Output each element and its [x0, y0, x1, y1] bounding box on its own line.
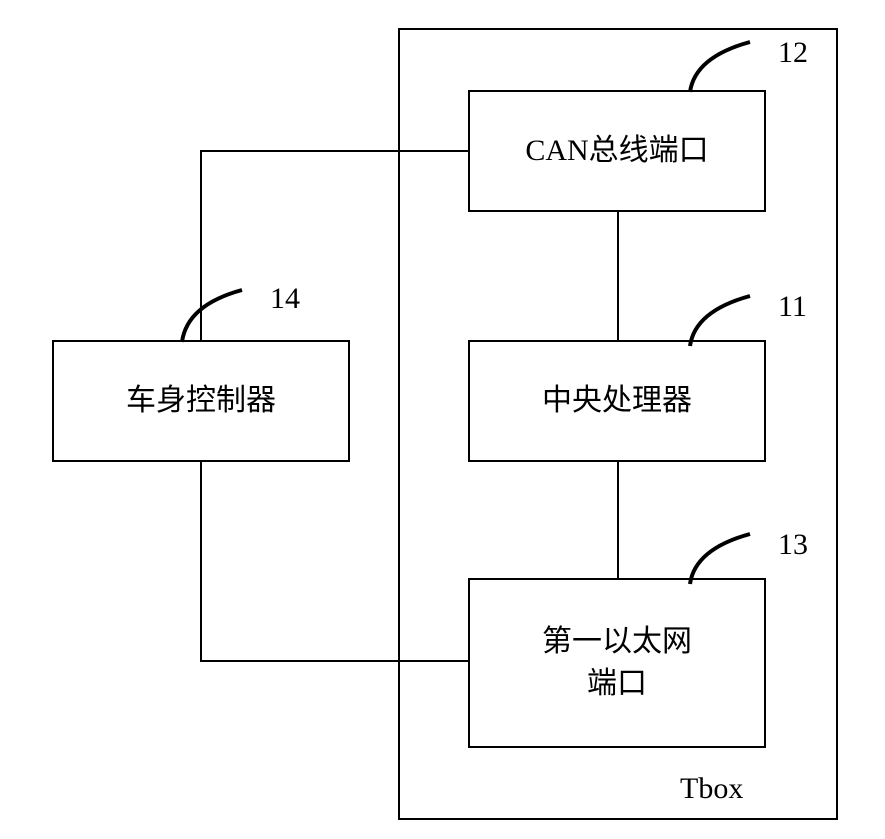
connector-can-cpu [617, 212, 619, 340]
arc-12 [690, 42, 770, 102]
connector-body-to-can [200, 150, 468, 152]
arc-11 [690, 296, 770, 356]
arc-13 [690, 534, 770, 594]
tbox-label: Tbox [680, 772, 743, 806]
connector-cpu-eth [617, 462, 619, 578]
arc-14 [182, 290, 262, 350]
cpu-box: 中央处理器 [468, 340, 766, 462]
eth-port-label: 第一以太网 端口 [537, 616, 697, 710]
label-13: 13 [778, 528, 808, 562]
cpu-label: 中央处理器 [537, 375, 697, 427]
label-12: 12 [778, 36, 808, 70]
label-14: 14 [270, 282, 300, 316]
connector-body-down [200, 462, 202, 662]
label-11: 11 [778, 290, 807, 324]
body-controller-label: 车身控制器 [121, 375, 281, 427]
block-diagram: Tbox CAN总线端口 中央处理器 第一以太网 端口 车身控制器 12 11 … [0, 0, 885, 839]
can-port-box: CAN总线端口 [468, 90, 766, 212]
connector-body-to-eth [200, 660, 468, 662]
eth-port-box: 第一以太网 端口 [468, 578, 766, 748]
can-port-label: CAN总线端口 [520, 125, 713, 177]
body-controller-box: 车身控制器 [52, 340, 350, 462]
